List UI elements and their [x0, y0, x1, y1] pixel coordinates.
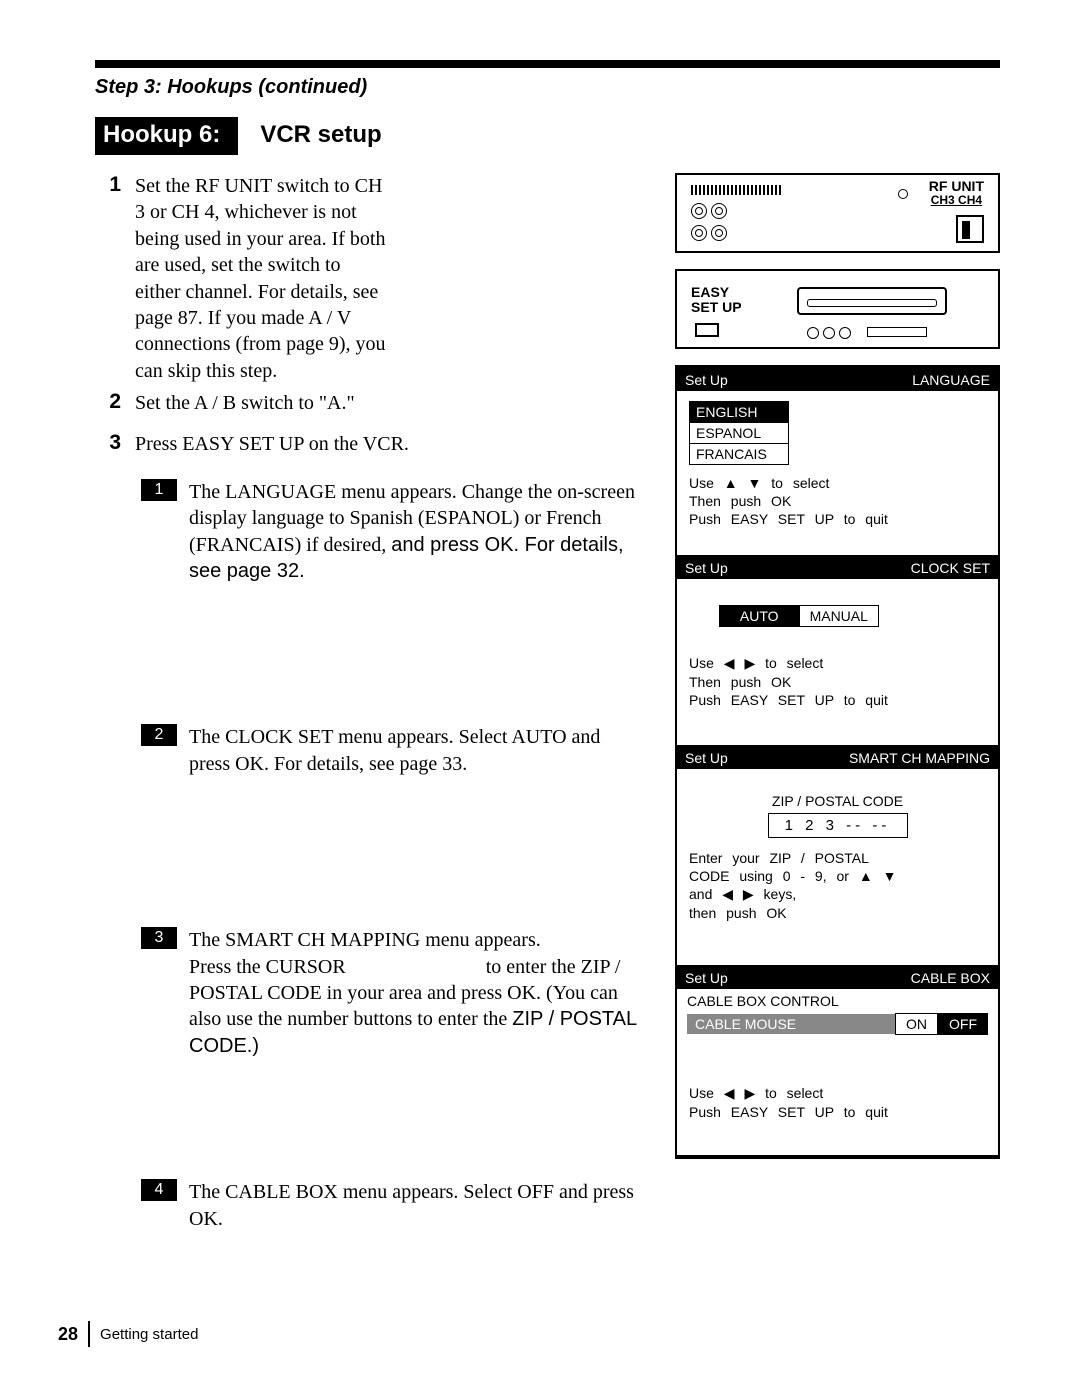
substep-tag: 3	[141, 927, 177, 949]
step-text: Press EASY SET UP on the VCR.	[135, 431, 409, 457]
step-3: 3 Press EASY SET UP on the VCR.	[95, 431, 645, 457]
rf-unit-label: RF UNIT CH3 CH4	[929, 179, 984, 208]
osd-hint: CODE using 0 - 9, or ▲ ▼	[689, 868, 986, 884]
osd-hint: Then push OK	[689, 493, 986, 509]
osd-clock-set: Set Up CLOCK SET AUTO MANUAL Use ◀ ▶ to …	[675, 557, 1000, 747]
rf-channels-text: CH3 CH4	[929, 194, 984, 207]
av-ports-icon	[691, 203, 727, 219]
clock-option-auto: AUTO	[720, 606, 799, 626]
language-options: ENGLISH ESPANOL FRANCAIS	[689, 401, 789, 465]
substep-1: 1 The LANGUAGE menu appears. Change the …	[95, 479, 645, 585]
osd-title: LANGUAGE	[912, 372, 990, 388]
substep-line: Press the CURSOR to enter the ZIP /	[189, 954, 645, 980]
substep-text: The CLOCK SET menu appears. Select AUTO …	[189, 724, 645, 777]
step-text: Set the RF UNIT switch to CH 3 or CH 4, …	[135, 173, 390, 384]
cursor-pre: Press the CURSOR	[189, 956, 346, 978]
cable-on-option: ON	[895, 1013, 938, 1035]
osd-title: CABLE BOX	[911, 970, 990, 986]
osd-hint: Use ◀ ▶ to select	[689, 655, 986, 672]
step-number: 3	[95, 431, 135, 457]
av-ports-icon	[691, 225, 727, 241]
osd-setup-label: Set Up	[685, 970, 728, 986]
osd-cable-box: Set Up CABLE BOX CABLE BOX CONTROL CABLE…	[675, 967, 1000, 1157]
osd-setup-label: Set Up	[685, 750, 728, 766]
cable-off-option: OFF	[938, 1013, 988, 1035]
osd-title: CLOCK SET	[911, 560, 990, 576]
osd-hint: then push OK	[689, 905, 986, 921]
vcr-front-diagram: EASY SET UP	[675, 269, 1000, 349]
clock-option-manual: MANUAL	[799, 606, 879, 626]
step-2: 2 Set the A / B switch to "A."	[95, 390, 645, 416]
breadcrumb: Step 3: Hookups (continued)	[95, 76, 1000, 99]
osd-hint: Push EASY SET UP to quit	[689, 1104, 986, 1120]
section-title: Hookup 6: VCR setup	[95, 117, 1000, 155]
step-number: 1	[95, 173, 135, 384]
substep-2: 2 The CLOCK SET menu appears. Select AUT…	[95, 724, 645, 777]
zip-label: ZIP / POSTAL CODE	[689, 793, 986, 809]
substep-4: 4 The CABLE BOX menu appears. Select OFF…	[95, 1179, 645, 1232]
osd-hint: Use ▲ ▼ to select	[689, 475, 986, 491]
substep-tag: 1	[141, 479, 177, 501]
osd-hint: Push EASY SET UP to quit	[689, 692, 986, 708]
osd-title: SMART CH MAPPING	[849, 750, 990, 766]
rf-switch-icon	[956, 215, 984, 243]
footer-section: Getting started	[100, 1326, 198, 1343]
page-footer: 28 Getting started	[58, 1321, 198, 1347]
substep-text: The SMART CH MAPPING menu appears. Press…	[189, 927, 645, 1059]
cable-mouse-label: CABLE MOUSE	[687, 1014, 895, 1034]
easy-line2: SET UP	[691, 299, 742, 315]
osd-screens: Set Up LANGUAGE ENGLISH ESPANOL FRANCAIS…	[675, 365, 1000, 1159]
hookup-tag: Hookup 6:	[95, 117, 238, 155]
top-rule	[95, 60, 1000, 68]
substep-text: The LANGUAGE menu appears. Change the on…	[189, 479, 645, 585]
osd-hint: Enter your ZIP / POSTAL	[689, 850, 986, 866]
zip-value: 1 2 3 -- --	[768, 813, 908, 838]
lang-option-english: ENGLISH	[690, 402, 788, 422]
substep-line: The SMART CH MAPPING menu appears.	[189, 927, 645, 953]
vcr-rear-diagram: RF UNIT CH3 CH4	[675, 173, 1000, 253]
hookup-title: VCR setup	[238, 117, 381, 155]
osd-hint: Then push OK	[689, 674, 986, 690]
easy-setup-label: EASY SET UP	[691, 285, 742, 316]
rf-unit-text: RF UNIT	[929, 178, 984, 194]
substep-text: The CABLE BOX menu appears. Select OFF a…	[189, 1179, 645, 1232]
easy-setup-button-icon	[695, 323, 719, 337]
substep-3: 3 The SMART CH MAPPING menu appears. Pre…	[95, 927, 645, 1059]
cable-box-control-label: CABLE BOX CONTROL	[677, 989, 998, 1013]
cassette-slot-icon	[797, 287, 947, 315]
cursor-post: to enter the ZIP /	[486, 956, 621, 978]
osd-setup-label: Set Up	[685, 372, 728, 388]
lang-option-espanol: ESPANOL	[690, 422, 788, 443]
substep-tag: 4	[141, 1179, 177, 1201]
substep-tag: 2	[141, 724, 177, 746]
osd-hint: Push EASY SET UP to quit	[689, 511, 986, 527]
osd-language: Set Up LANGUAGE ENGLISH ESPANOL FRANCAIS…	[675, 367, 1000, 557]
clock-options: AUTO MANUAL	[719, 605, 879, 627]
footer-divider	[88, 1321, 90, 1347]
easy-line1: EASY	[691, 284, 729, 300]
osd-hint: Use ◀ ▶ to select	[689, 1085, 986, 1102]
step-text: Set the A / B switch to "A."	[135, 390, 355, 416]
osd-setup-label: Set Up	[685, 560, 728, 576]
screw-icon	[898, 189, 908, 199]
step-number: 2	[95, 390, 135, 416]
button-row-icon	[867, 327, 927, 337]
osd-smart-ch: Set Up SMART CH MAPPING ZIP / POSTAL COD…	[675, 747, 1000, 967]
control-knobs-icon	[807, 327, 851, 339]
vent-icon	[691, 185, 781, 195]
cable-mouse-row: CABLE MOUSE ON OFF	[677, 1013, 998, 1035]
page-number: 28	[58, 1324, 78, 1345]
lang-option-francais: FRANCAIS	[690, 443, 788, 464]
step-1: 1 Set the RF UNIT switch to CH 3 or CH 4…	[95, 173, 645, 384]
osd-hint: and ◀ ▶ keys,	[689, 886, 986, 903]
